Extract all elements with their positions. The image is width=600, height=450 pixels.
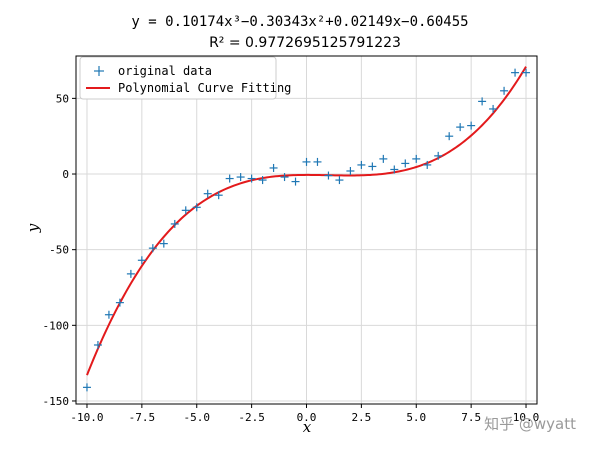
data-point [247, 174, 256, 183]
data-point [280, 173, 289, 182]
data-point [434, 151, 443, 160]
data-point [93, 340, 102, 349]
data-point [269, 163, 278, 172]
fit-curve-line [86, 66, 527, 376]
data-point [115, 298, 124, 307]
data-point [467, 121, 476, 130]
y-tick-label: -150 [43, 395, 70, 408]
data-point [236, 173, 245, 182]
data-point [137, 256, 146, 265]
data-point [313, 157, 322, 166]
data-point [379, 154, 388, 163]
data-point [478, 97, 487, 106]
data-point [291, 177, 300, 186]
y-tick-label: -50 [49, 244, 69, 257]
x-tick-label: 5.0 [406, 411, 426, 424]
fit-curve-layer [86, 66, 527, 376]
legend-label-fit-curve: Polynomial Curve Fitting [118, 81, 291, 95]
data-point [456, 123, 465, 132]
data-point [401, 159, 410, 168]
y-axis-ticks: -150 -100 -50 0 50 [43, 92, 76, 408]
data-point [159, 239, 168, 248]
data-point [104, 310, 113, 319]
data-point [335, 176, 344, 185]
chart-title-r-squared: R² = 0.9772695125791223 [209, 35, 401, 51]
data-point [82, 383, 91, 392]
data-point [302, 157, 311, 166]
data-points-layer [82, 68, 531, 392]
x-tick-label: -2.5 [238, 411, 265, 424]
watermark-text: 知乎 @wyatt [484, 415, 576, 433]
data-point [412, 154, 421, 163]
x-axis-ticks: -10.0 -7.5 -5.0 -2.5 0.0 2.5 5.0 7.5 10.0 [70, 404, 539, 424]
data-point [357, 160, 366, 169]
x-tick-label: -10.0 [70, 411, 103, 424]
data-point [214, 191, 223, 200]
x-tick-label: -7.5 [129, 411, 156, 424]
grid-lines [76, 56, 537, 404]
data-point [368, 162, 377, 171]
y-tick-label: 50 [56, 92, 69, 105]
y-tick-label: 0 [62, 168, 69, 181]
data-point [126, 269, 135, 278]
x-tick-label: 10.0 [513, 411, 540, 424]
x-tick-label: 0.0 [297, 411, 317, 424]
data-point [148, 244, 157, 253]
legend-label-original-data: original data [118, 64, 212, 78]
legend-marker-original-data [94, 66, 104, 76]
data-point [489, 104, 498, 113]
legend: original data Polynomial Curve Fitting [79, 56, 291, 100]
data-point [203, 189, 212, 198]
data-point [522, 68, 531, 77]
x-tick-label: -5.0 [183, 411, 210, 424]
x-tick-label: 2.5 [351, 411, 371, 424]
x-axis-label: x [303, 418, 312, 436]
data-point [500, 86, 509, 95]
data-point [445, 132, 454, 141]
data-point [423, 160, 432, 169]
data-point [181, 206, 190, 215]
data-point [346, 166, 355, 175]
x-tick-label: 7.5 [461, 411, 481, 424]
data-point [324, 171, 333, 180]
y-tick-label: -100 [43, 319, 70, 332]
data-point [258, 176, 267, 185]
data-point [390, 165, 399, 174]
data-point [511, 68, 520, 77]
chart-title-equation: y = 0.10174x³−0.30343x²+0.02149x−0.60455 [131, 14, 468, 30]
data-point [192, 203, 201, 212]
legend-box [79, 56, 277, 100]
y-axis-label: y [24, 223, 42, 233]
data-point [225, 174, 234, 183]
data-point [170, 219, 179, 228]
